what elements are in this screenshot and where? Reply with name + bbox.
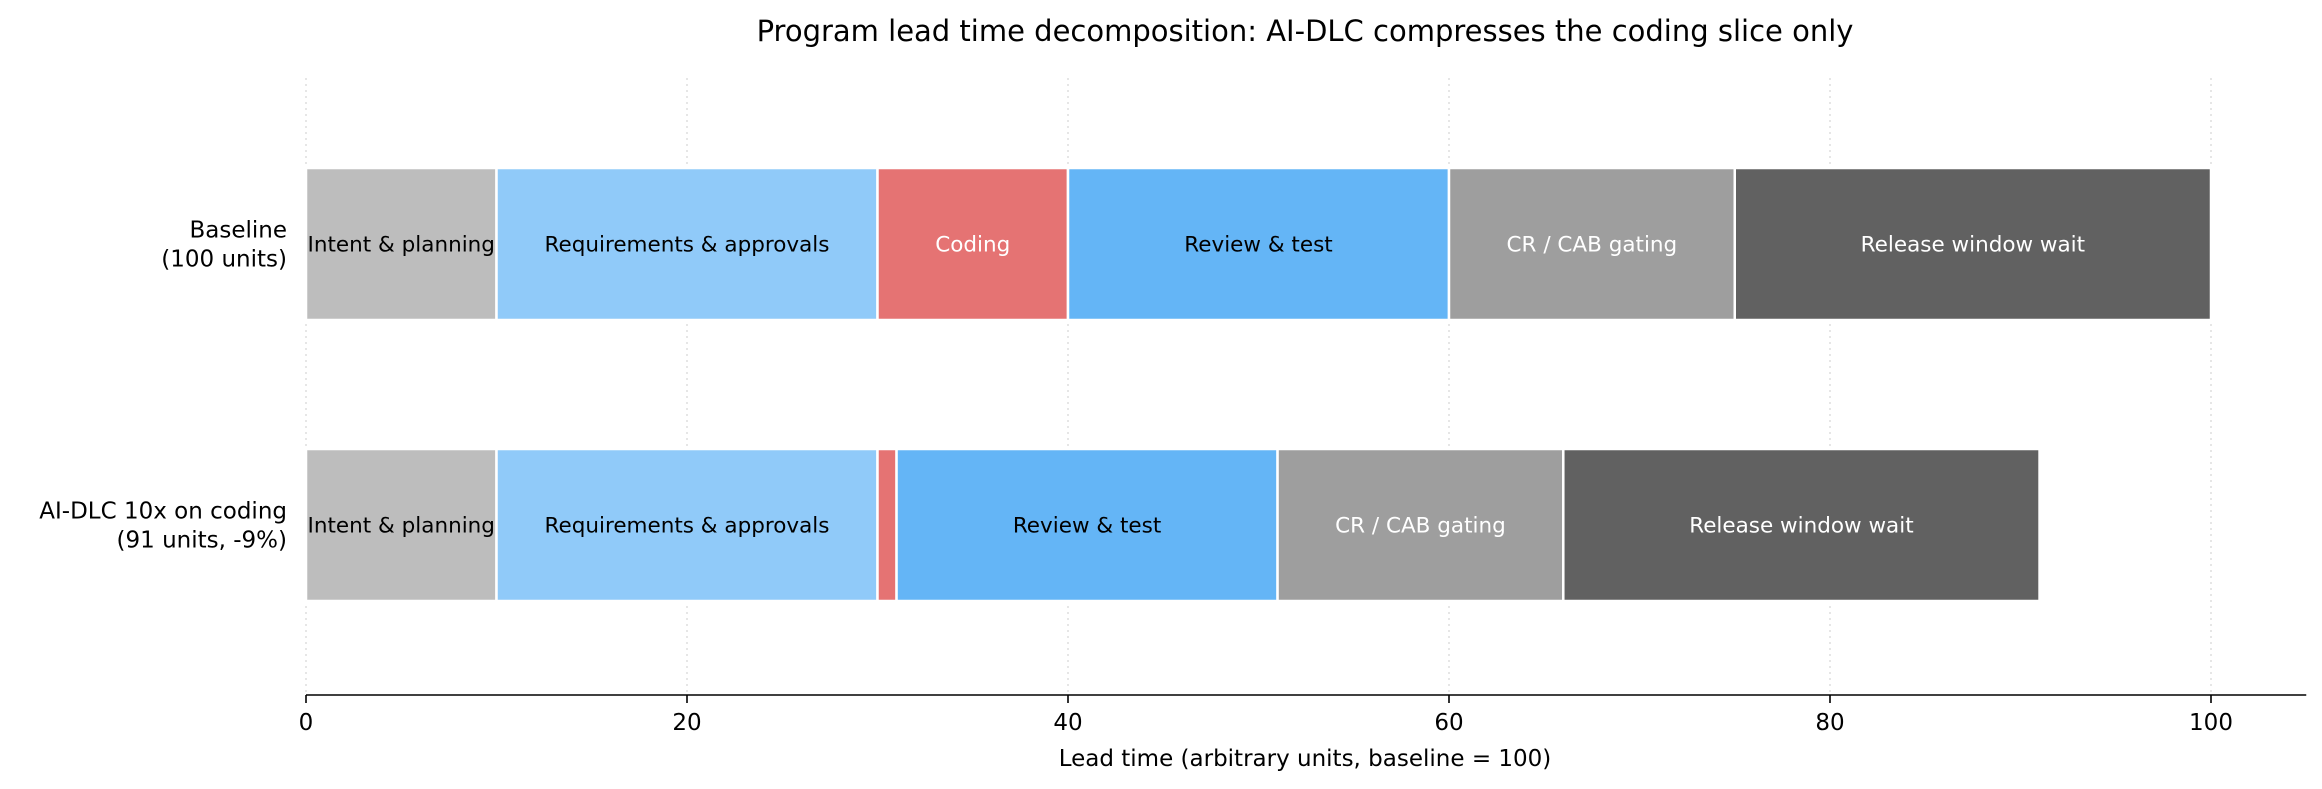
bar-segment-row1-4	[1276, 447, 1565, 603]
bar-segment-row0-2	[876, 166, 1070, 322]
x-tick-label-20: 20	[672, 710, 701, 736]
x-tick-label-40: 40	[1053, 710, 1082, 736]
segment-label-row0-0: Intent & planning	[308, 233, 495, 258]
x-tick-label-60: 60	[1434, 710, 1463, 736]
category-label-0-1: (100 units)	[161, 247, 287, 273]
segment-label-row1-5: Release window wait	[1689, 514, 1913, 539]
chart-title: Program lead time decomposition: AI-DLC …	[757, 14, 1854, 48]
bar-segment-row1-0	[304, 447, 498, 603]
bar-segment-row0-1	[495, 166, 879, 322]
segment-label-row1-1: Requirements & approvals	[545, 514, 830, 539]
segment-label-row0-5: Release window wait	[1861, 233, 2085, 258]
x-axis-label: Lead time (arbitrary units, baseline = 1…	[1059, 746, 1552, 772]
segment-label-row1-0: Intent & planning	[308, 514, 495, 539]
bar-segment-row0-0	[304, 166, 498, 322]
category-label-0-0: Baseline	[189, 218, 287, 244]
segment-label-row0-2: Coding	[935, 233, 1010, 258]
segment-label-row0-4: CR / CAB gating	[1507, 233, 1678, 258]
x-tick-label-100: 100	[2189, 710, 2233, 736]
bar-segment-row1-2	[876, 447, 898, 603]
category-label-1-1: (91 units, -9%)	[117, 528, 287, 554]
category-label-1-0: AI-DLC 10x on coding	[39, 499, 287, 525]
bar-segment-row0-3	[1066, 166, 1451, 322]
bar-segment-row1-1	[495, 447, 879, 603]
bar-segment-row0-5	[1733, 166, 2213, 322]
bar-segment-row1-3	[895, 447, 1279, 603]
x-axis: 0 20 40 60 80 100	[299, 694, 2307, 736]
segment-label-row0-3: Review & test	[1184, 233, 1332, 258]
bars: Intent & planning Requirements & approval…	[304, 166, 2213, 603]
x-tick-label-0: 0	[299, 710, 314, 736]
segment-label-row1-3: Review & test	[1013, 514, 1161, 539]
bar-segment-row1-5	[1562, 447, 2041, 603]
x-tick-label-80: 80	[1815, 710, 1844, 736]
segment-label-row1-4: CR / CAB gating	[1335, 514, 1506, 539]
category-labels: Baseline (100 units) AI-DLC 10x on coding (…	[39, 218, 287, 554]
segment-label-row0-1: Requirements & approvals	[545, 233, 830, 258]
